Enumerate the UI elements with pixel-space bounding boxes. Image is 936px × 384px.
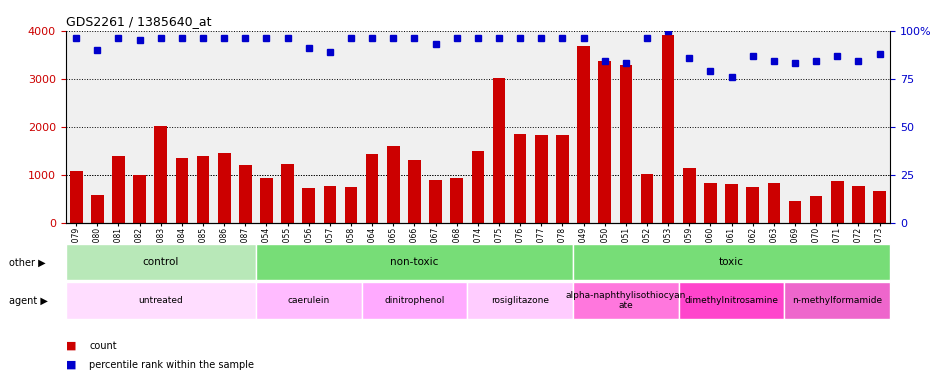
Bar <box>851 186 864 223</box>
Text: other ▶: other ▶ <box>9 257 46 267</box>
Bar <box>703 183 716 223</box>
Text: count: count <box>89 341 116 351</box>
Bar <box>112 157 124 223</box>
Bar <box>365 154 378 223</box>
Bar <box>830 181 842 223</box>
Text: GDS2261 / 1385640_at: GDS2261 / 1385640_at <box>66 15 211 28</box>
FancyBboxPatch shape <box>678 282 783 319</box>
Bar <box>619 65 632 223</box>
Text: control: control <box>142 257 179 267</box>
Text: caerulein: caerulein <box>287 296 329 305</box>
Bar <box>450 178 462 223</box>
Text: rosiglitazone: rosiglitazone <box>490 296 548 305</box>
Bar <box>344 187 357 223</box>
Bar <box>492 78 505 223</box>
Bar <box>555 135 568 223</box>
Text: alpha-naphthylisothiocyan
ate: alpha-naphthylisothiocyan ate <box>565 291 685 310</box>
Bar <box>429 180 442 223</box>
Text: percentile rank within the sample: percentile rank within the sample <box>89 360 254 370</box>
FancyBboxPatch shape <box>573 244 889 280</box>
Bar <box>534 136 547 223</box>
FancyBboxPatch shape <box>256 282 361 319</box>
Text: agent ▶: agent ▶ <box>9 296 48 306</box>
Bar <box>197 156 209 223</box>
Text: dinitrophenol: dinitrophenol <box>384 296 445 305</box>
Bar <box>724 184 738 223</box>
Bar <box>154 126 167 223</box>
Text: non-toxic: non-toxic <box>389 257 438 267</box>
FancyBboxPatch shape <box>66 282 256 319</box>
Text: dimethylnitrosamine: dimethylnitrosamine <box>684 296 778 305</box>
FancyBboxPatch shape <box>256 244 573 280</box>
Bar <box>746 187 758 223</box>
Bar <box>302 188 314 223</box>
Bar <box>281 164 294 223</box>
Bar <box>323 186 336 223</box>
FancyBboxPatch shape <box>361 282 467 319</box>
FancyBboxPatch shape <box>783 282 889 319</box>
Bar <box>767 184 780 223</box>
Bar <box>260 177 272 223</box>
Text: untreated: untreated <box>139 296 183 305</box>
Bar <box>598 61 610 223</box>
Text: n-methylformamide: n-methylformamide <box>791 296 882 305</box>
Bar <box>133 175 146 223</box>
Text: toxic: toxic <box>718 257 743 267</box>
Bar <box>661 35 674 223</box>
Bar <box>640 174 652 223</box>
Bar <box>577 46 590 223</box>
Bar <box>239 165 252 223</box>
FancyBboxPatch shape <box>467 282 573 319</box>
Text: ■: ■ <box>66 341 76 351</box>
Bar <box>91 195 104 223</box>
FancyBboxPatch shape <box>66 244 256 280</box>
Text: ■: ■ <box>66 360 76 370</box>
FancyBboxPatch shape <box>573 282 678 319</box>
Bar <box>217 153 230 223</box>
Bar <box>387 146 400 223</box>
Bar <box>175 159 188 223</box>
Bar <box>872 191 885 223</box>
Bar <box>682 169 695 223</box>
Bar <box>408 160 420 223</box>
Bar <box>471 151 484 223</box>
Bar <box>513 134 526 223</box>
Bar <box>788 200 800 223</box>
Bar <box>70 171 82 223</box>
Bar <box>809 196 822 223</box>
